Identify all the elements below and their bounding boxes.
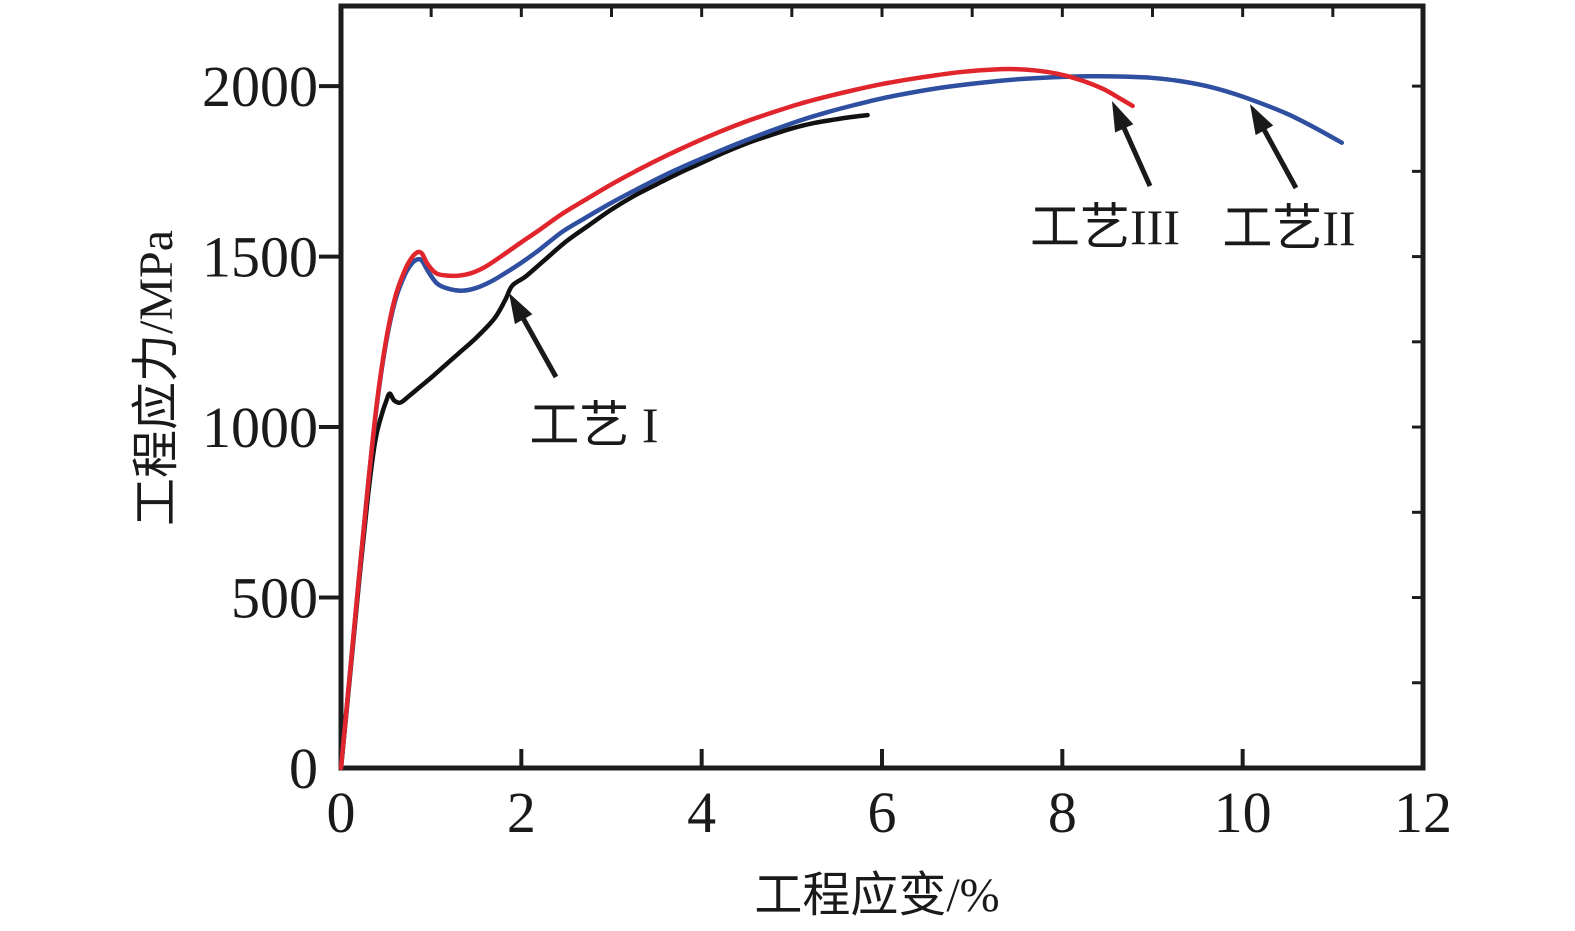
chart-generated-layer: 0 2 4 6 8 10 12 0 500 1000 1500 2000 — [202, 3, 1452, 845]
annotation-arrow-head — [1112, 101, 1134, 133]
x-axis-tick-label: 0 — [327, 780, 356, 845]
plot-frame — [338, 3, 1426, 771]
x-axis-title: 工程应变/% — [754, 869, 999, 922]
y-axis-tick-label: 0 — [289, 736, 318, 801]
y-axis-title: 工程应力/MPa — [130, 230, 183, 526]
annotation-label-process-3: 工艺III — [1030, 199, 1180, 255]
annotation-label-process-2: 工艺II — [1222, 200, 1355, 256]
series-curve-工艺I — [338, 112, 870, 771]
annotation-arrow-line — [1259, 123, 1299, 190]
x-axis-tick-label: 12 — [1394, 780, 1452, 845]
annotation-label-process-1: 工艺 I — [529, 397, 658, 453]
x-axis-tick-label: 6 — [868, 780, 897, 845]
y-axis-tick-label: 1500 — [202, 225, 318, 290]
series-curve-工艺II — [338, 73, 1345, 771]
annotation-arrow-head — [509, 293, 533, 325]
y-axis-tick-label: 500 — [231, 566, 318, 631]
annotation-arrow-head — [1250, 104, 1274, 136]
x-axis-tick-label: 2 — [507, 780, 536, 845]
y-axis-tick-label: 1000 — [202, 395, 318, 460]
x-axis-tick-label: 4 — [687, 780, 716, 845]
y-axis-tick-label: 2000 — [202, 54, 318, 119]
annotation-arrow-line — [1119, 121, 1153, 188]
series-curve-工艺III — [338, 66, 1135, 771]
x-axis-tick-label: 10 — [1214, 780, 1272, 845]
annotation-arrow-line — [518, 312, 559, 379]
x-axis-tick-label: 8 — [1048, 780, 1077, 845]
